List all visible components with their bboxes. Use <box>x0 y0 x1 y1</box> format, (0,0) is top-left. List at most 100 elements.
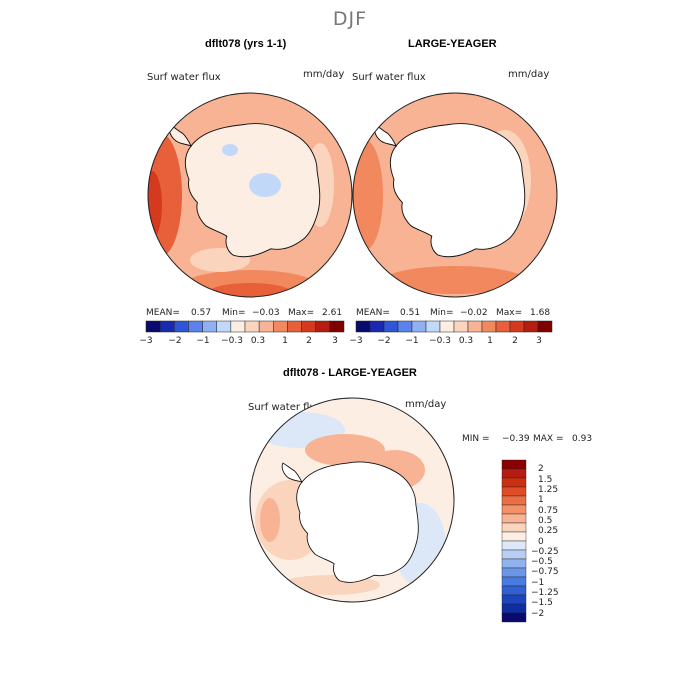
colorbar-swatch <box>453 320 469 333</box>
panel-2-frame <box>352 92 558 298</box>
colorbar-2 <box>355 320 553 333</box>
figure-title: DJF <box>332 8 368 30</box>
colorbar-3-label: 2 <box>538 464 544 474</box>
colorbar-2-tick: 1 <box>487 336 493 346</box>
panel-3-frame <box>249 397 455 603</box>
panel-1-frame <box>147 92 353 298</box>
colorbar-swatch <box>411 320 427 333</box>
panel-3-map <box>250 398 454 602</box>
colorbar-swatch <box>188 320 203 333</box>
panel-3-units: mm/day <box>405 399 447 410</box>
colorbar-swatch <box>501 540 527 551</box>
panel-1-max-label: Max= <box>288 308 315 318</box>
panel-2-min-value: −0.02 <box>460 308 488 318</box>
colorbar-3-label: −0.25 <box>531 547 559 557</box>
colorbar-swatch <box>369 320 385 333</box>
colorbar-2-tick: −3 <box>349 336 363 346</box>
panel-2-title: LARGE-YEAGER <box>408 38 497 50</box>
colorbar-swatch <box>501 585 527 596</box>
colorbar-3-label: 1.25 <box>538 485 559 495</box>
colorbar-swatch <box>495 320 511 333</box>
colorbar-swatch <box>501 522 527 533</box>
colorbar-swatch <box>509 320 525 333</box>
panel-3-max-label: MAX = <box>533 434 564 444</box>
panel-2-max-label: Max= <box>496 308 523 318</box>
colorbar-swatch <box>145 320 161 333</box>
colorbar-3-label: −1 <box>531 578 545 588</box>
panel-1-mean-label: MEAN= <box>146 308 180 318</box>
colorbar-3-label: −0.75 <box>531 567 559 577</box>
panel-2-mean-label: MEAN= <box>356 308 390 318</box>
colorbar-3-label: 0.5 <box>538 516 553 526</box>
colorbar-1-tick: 0.3 <box>250 336 266 346</box>
colorbar-swatch <box>287 320 302 333</box>
panel-1-variable: Surf water flux <box>147 72 221 83</box>
colorbar-3-label: −2 <box>531 609 545 619</box>
colorbar-3-label: −0.5 <box>531 557 553 567</box>
colorbar-swatch <box>301 320 316 333</box>
colorbar-swatch <box>501 486 527 497</box>
colorbar-swatch <box>501 477 527 488</box>
colorbar-3-label: 0.25 <box>538 526 559 536</box>
panel-3-variable: Surf water flux <box>248 402 322 413</box>
panel-1-map <box>148 93 352 297</box>
colorbar-3-label: 0.75 <box>538 506 559 516</box>
colorbar-swatch <box>523 320 539 333</box>
panel-2-units: mm/day <box>508 69 550 80</box>
colorbar-1-tick: 1 <box>282 336 288 346</box>
colorbar-swatch <box>501 495 527 506</box>
panel-3-min-label: MIN = <box>462 434 490 444</box>
colorbar-swatch <box>273 320 288 333</box>
colorbar-3-label: 1.5 <box>538 475 553 485</box>
colorbar-swatch <box>467 320 483 333</box>
colorbar-3-label: 1 <box>538 495 544 505</box>
colorbar-swatch <box>501 531 527 542</box>
colorbar-swatch <box>397 320 413 333</box>
colorbar-swatch <box>501 594 527 605</box>
panel-1-title: dflt078 (yrs 1-1) <box>205 38 287 50</box>
panel-3-title: dflt078 - LARGE-YEAGER <box>283 367 417 379</box>
colorbar-1-tick: −2 <box>168 336 182 346</box>
colorbar-swatch <box>383 320 399 333</box>
panel-1-max-value: 2.61 <box>322 308 343 318</box>
colorbar-2-tick: −1 <box>405 336 419 346</box>
colorbar-swatch <box>425 320 441 333</box>
panel-2-min-label: Min= <box>430 308 454 318</box>
colorbar-2-tick: 0.3 <box>458 336 474 346</box>
colorbar-1 <box>145 320 345 333</box>
panel-2-variable: Surf water flux <box>352 72 426 83</box>
colorbar-swatch <box>202 320 217 333</box>
colorbar-2-tick: −0.3 <box>429 336 451 346</box>
panel-1-min-value: −0.03 <box>252 308 280 318</box>
colorbar-swatch <box>481 320 497 333</box>
panel-1-min-label: Min= <box>222 308 246 318</box>
panel-1-mean-value: 0.57 <box>191 308 212 318</box>
colorbar-swatch <box>501 612 527 623</box>
colorbar-swatch <box>315 320 331 333</box>
colorbar-swatch <box>174 320 189 333</box>
colorbar-swatch <box>216 320 232 333</box>
colorbar-3-label: 0 <box>538 537 544 547</box>
colorbar-3-label: −1.5 <box>531 598 553 608</box>
colorbar-swatch <box>159 320 175 333</box>
colorbar-1-tick: −0.3 <box>221 336 243 346</box>
colorbar-1-tick: 3 <box>332 336 338 346</box>
panel-3-max-value: 0.93 <box>572 434 593 444</box>
panel-2-mean-value: 0.51 <box>400 308 421 318</box>
colorbar-3 <box>501 459 527 623</box>
colorbar-swatch <box>537 320 553 333</box>
colorbar-swatch <box>329 320 345 333</box>
colorbar-swatch <box>230 320 246 333</box>
colorbar-1-tick: −3 <box>139 336 153 346</box>
colorbar-swatch <box>501 504 527 515</box>
colorbar-swatch <box>501 549 527 560</box>
colorbar-swatch <box>501 558 527 569</box>
colorbar-2-tick: 2 <box>512 336 518 346</box>
colorbar-swatch <box>501 513 527 524</box>
colorbar-2-tick: −2 <box>377 336 391 346</box>
panel-2-map <box>353 93 557 297</box>
colorbar-3-label: −1.25 <box>531 588 559 598</box>
colorbar-swatch <box>439 320 455 333</box>
colorbar-2-tick: 3 <box>536 336 542 346</box>
colorbar-swatch <box>355 320 371 333</box>
